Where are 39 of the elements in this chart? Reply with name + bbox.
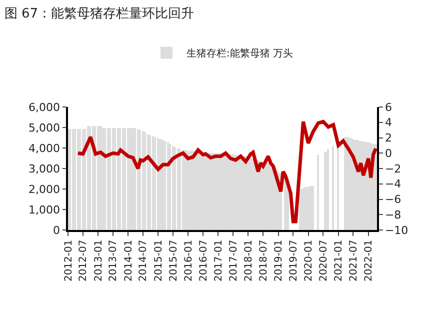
- x-tick-label: 2022-01: [364, 240, 375, 282]
- y-tick-label: 6,000: [28, 100, 60, 114]
- y-tick-label: 1,000: [28, 203, 60, 216]
- y-tick-label: 4,000: [28, 142, 60, 155]
- x-tick-label: 2020-07: [318, 240, 330, 282]
- y2-tick-label: 0: [384, 146, 392, 160]
- y-tick-label: 0: [53, 224, 60, 237]
- y-tick-label: 2,000: [28, 182, 60, 196]
- x-tick-label: 2014-07: [138, 240, 150, 282]
- x-tick-label: 2017-07: [228, 240, 240, 282]
- y2-tick-label: −8: [384, 208, 402, 222]
- x-tick-label: 2015-07: [168, 240, 180, 282]
- x-tick-label: 2016-07: [198, 240, 210, 282]
- x-tick-label: 2015-01: [153, 240, 164, 282]
- y2-tick-label: 4: [384, 116, 392, 130]
- x-tick-label: 2018-07: [258, 240, 270, 282]
- x-tick-label: 2021-01: [334, 240, 345, 282]
- x-tick-label: 2019-07: [288, 240, 300, 282]
- y2-tick-label: −10: [384, 224, 408, 237]
- x-tick-label: 2017-01: [213, 240, 224, 282]
- y2-tick-label: −4: [384, 178, 402, 191]
- x-tick-label: 2013-07: [108, 240, 120, 282]
- x-tick-label: 2018-01: [243, 240, 254, 282]
- y2-tick-label: 2: [384, 132, 392, 145]
- y2-tick-label: −6: [384, 193, 402, 206]
- legend-label: 生猪存栏:能繁母猪 万头: [186, 48, 294, 60]
- x-tick-label: 2019-01: [274, 240, 284, 282]
- x-tick-label: 2021-07: [348, 240, 360, 282]
- x-tick-label: 2012-07: [78, 240, 90, 282]
- chart-title: 图 67：能繁母猪存栏量环比回升: [4, 6, 194, 22]
- x-tick-label: 2014-01: [123, 240, 134, 282]
- y-tick-label: 5,000: [28, 121, 60, 134]
- x-tick-label: 2013-01: [93, 240, 104, 282]
- y-tick-label: 3,000: [28, 162, 60, 176]
- x-tick-label: 2020-01: [304, 240, 315, 282]
- x-tick-label: 2016-01: [183, 240, 194, 282]
- y2-tick-label: −2: [384, 162, 402, 176]
- y2-tick-label: 6: [384, 100, 392, 114]
- x-tick-label: 2012-01: [63, 240, 74, 282]
